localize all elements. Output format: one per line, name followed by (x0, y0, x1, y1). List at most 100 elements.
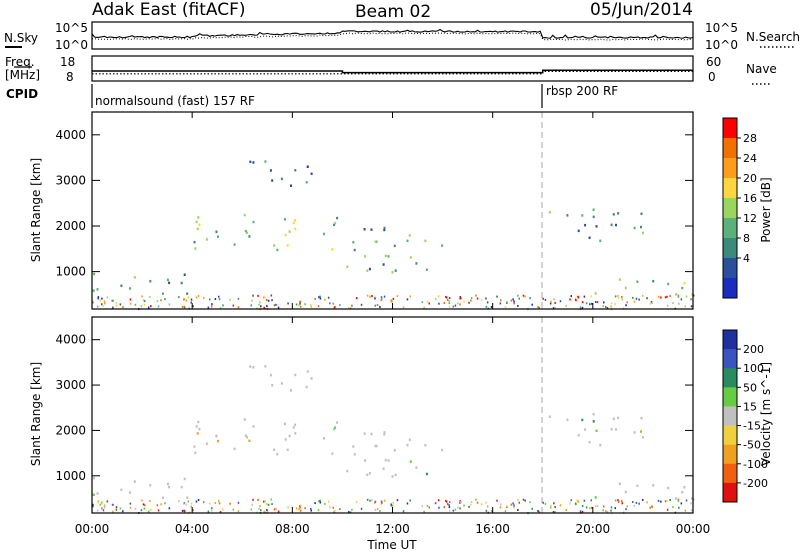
velocity-echo-point (273, 508, 276, 511)
power-echo-point (331, 248, 334, 251)
velocity-echo-point (605, 510, 607, 512)
power-echo-point (280, 177, 283, 181)
velocity-echo-point (96, 509, 99, 512)
power-echo-point (252, 161, 255, 164)
velocity-echo-point (524, 499, 526, 502)
velocity-echo-point (625, 508, 627, 511)
power-echo-point (513, 300, 515, 303)
velocity-echo-point (610, 506, 613, 509)
velocity-echo-point (205, 442, 208, 445)
velocity-echo-point (443, 506, 445, 509)
power-echo-point (97, 296, 100, 298)
power-echo-point (299, 302, 301, 305)
power-echo-point (576, 295, 579, 298)
velocity-echo-point (106, 500, 109, 503)
velocity-echo-point (250, 508, 253, 511)
power-echo-point (599, 239, 602, 243)
velocity-echo-point (257, 498, 259, 501)
velocity-echo-point (156, 504, 159, 507)
power-echo-point (626, 301, 628, 304)
velocity-echo-point (485, 509, 488, 512)
velocity-echo-point (183, 477, 186, 481)
velocity-echo-point (277, 510, 280, 513)
power-echo-point (194, 247, 197, 250)
velocity-echo-point (428, 506, 430, 509)
velocity-echo-point (448, 506, 451, 509)
x-tick-label: 00:00 (676, 522, 711, 536)
velocity-echo-point (149, 500, 151, 502)
power-echo-point (621, 296, 623, 298)
power-echo-point (394, 269, 397, 272)
power-echo-point (496, 295, 498, 298)
power-echo-point (524, 295, 526, 298)
power-echo-point (538, 307, 540, 309)
velocity-echo-point (193, 445, 196, 448)
power-echo-point (583, 295, 586, 298)
power-echo-point (264, 296, 266, 299)
velocity-echo-point (583, 499, 586, 502)
power-echo-point (445, 296, 448, 299)
velocity-echo-point (680, 502, 683, 505)
velocity-echo-point (346, 469, 349, 473)
power-echo-point (570, 295, 572, 298)
velocity-echo-point (187, 500, 190, 503)
velocity-echo-point (660, 500, 662, 503)
power-echo-point (187, 296, 190, 299)
power-echo-point (441, 244, 444, 247)
noise-left-label: N.Sky (4, 31, 38, 45)
velocity-echo-point (393, 449, 396, 452)
power-echo-point (168, 281, 171, 285)
power-echo-point (512, 298, 514, 301)
power-echo-point (142, 299, 145, 302)
velocity-echo-point (559, 504, 562, 507)
velocity-echo-point (577, 501, 580, 503)
velocity-echo-point (243, 418, 246, 421)
velocity-echo-point (690, 502, 692, 505)
power-echo-point (490, 306, 493, 308)
power-echo-point (232, 304, 235, 307)
velocity-echo-point (323, 437, 325, 440)
power-echo-point (428, 302, 430, 305)
colorbar-tick-label: 16 (743, 192, 757, 205)
power-echo-point (638, 298, 640, 301)
power-echo-point (183, 298, 185, 301)
power-echo-point (160, 299, 162, 302)
power-echo-point (323, 232, 325, 236)
velocity-echo-point (424, 444, 427, 447)
velocity-echo-point (512, 502, 514, 505)
power-echo-point (577, 296, 580, 299)
velocity-echo-point (538, 511, 540, 514)
velocity-echo-point (666, 508, 669, 511)
velocity-echo-point (602, 509, 604, 512)
velocity-echo-point (197, 420, 200, 424)
velocity-echo-point (376, 508, 379, 510)
velocity-echo-point (97, 501, 99, 504)
velocity-echo-point (421, 505, 424, 508)
power-echo-point (319, 295, 321, 298)
velocity-echo-point (486, 505, 489, 508)
power-echo-point (252, 220, 255, 224)
colorbar-cell (723, 158, 737, 179)
power-echo-point (180, 281, 183, 285)
velocity-echo-point (92, 505, 94, 508)
velocity-echo-point (402, 510, 405, 513)
power-echo-point (592, 208, 595, 211)
velocity-echo-point (542, 501, 544, 504)
velocity-echo-point (434, 502, 437, 505)
velocity-echo-point (463, 504, 465, 507)
power-echo-point (518, 297, 520, 300)
velocity-echo-point (102, 509, 105, 512)
power-echo-point (305, 181, 308, 184)
power-echo-point (298, 304, 300, 307)
power-echo-point (314, 298, 316, 300)
noise-sky-series (91, 28, 694, 39)
velocity-echo-point (468, 505, 470, 508)
nave-label: Nave (746, 62, 777, 76)
y-tick-label: 2000 (55, 219, 86, 233)
velocity-echo-point (218, 499, 220, 502)
x-tick-label: 08:00 (275, 522, 310, 536)
freq-label-2: [MHz] (5, 68, 40, 82)
power-echo-point (510, 299, 513, 302)
power-echo-point (370, 228, 373, 231)
velocity-echo-point (691, 497, 693, 500)
